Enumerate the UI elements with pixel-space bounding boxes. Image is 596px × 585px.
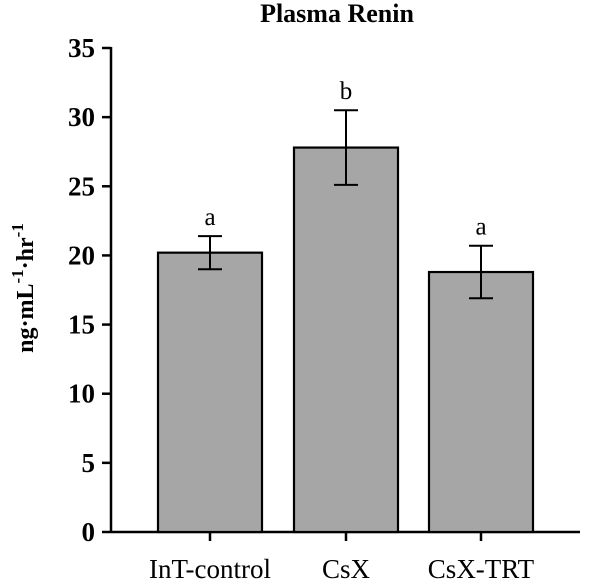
svg-text:ng·mL-1·hr-1: ng·mL-1·hr-1 bbox=[8, 223, 39, 353]
significance-letter: a bbox=[204, 204, 215, 231]
y-tick-label: 20 bbox=[68, 240, 95, 270]
y-tick-label: 10 bbox=[68, 379, 95, 409]
y-tick-label: 25 bbox=[68, 171, 95, 201]
y-axis-label-part-2: ·hr bbox=[13, 237, 39, 269]
y-axis-label-exp-2: -1 bbox=[8, 223, 27, 237]
y-tick-label: 0 bbox=[82, 517, 96, 547]
bar bbox=[427, 270, 535, 534]
x-tick-label: CsX bbox=[322, 554, 371, 584]
bar bbox=[292, 146, 400, 534]
significance-letter: a bbox=[475, 214, 486, 241]
x-tick-label: CsX-TRT bbox=[428, 554, 535, 584]
y-tick-label: 30 bbox=[68, 102, 95, 132]
bar bbox=[156, 251, 264, 534]
plot-area: 0 5 10 15 20 25 30 35 a InT-control b CsX a CsX-TRT bbox=[68, 33, 580, 584]
y-axis-label-part-1: ng·mL bbox=[13, 284, 39, 353]
y-axis-label-exp-1: -1 bbox=[8, 269, 27, 283]
x-tick-label: InT-control bbox=[149, 554, 271, 584]
y-axis-label: ng·mL-1·hr-1 bbox=[8, 223, 39, 353]
y-tick-label: 5 bbox=[82, 448, 96, 478]
y-tick-label: 35 bbox=[68, 33, 95, 63]
y-tick-label: 15 bbox=[68, 310, 95, 340]
chart-title: Plasma Renin bbox=[260, 0, 414, 28]
significance-letter: b bbox=[340, 78, 353, 105]
